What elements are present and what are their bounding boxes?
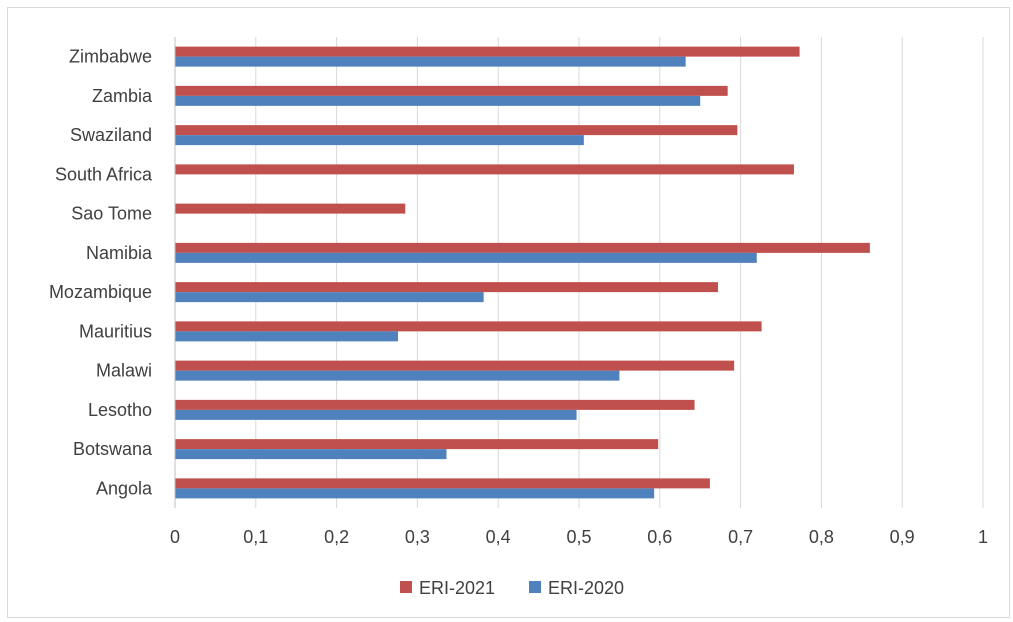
x-tick-label: 0,4	[486, 527, 511, 547]
x-tick-label: 0,9	[890, 527, 915, 547]
x-tick-label: 0	[170, 527, 180, 547]
x-tick-label: 0,6	[647, 527, 672, 547]
bar-eri-2021-mauritius	[175, 321, 762, 332]
bar-eri-2021-botswana	[175, 439, 659, 450]
bar-eri-2021-sao-tome	[175, 203, 406, 214]
chart-frame	[7, 7, 1010, 618]
bar-eri-2021-swaziland	[175, 125, 738, 136]
bar-eri-2021-malawi	[175, 360, 735, 371]
bar-eri-2020-zambia	[175, 95, 701, 106]
category-label: Namibia	[86, 243, 153, 263]
bar-eri-2020-malawi	[175, 370, 620, 381]
x-tick-label: 0,3	[405, 527, 430, 547]
x-tick-label: 0,2	[324, 527, 349, 547]
category-label: Botswana	[73, 439, 153, 459]
bar-eri-2021-south-africa	[175, 164, 794, 175]
x-tick-label: 0,8	[809, 527, 834, 547]
gridlines	[255, 37, 984, 508]
bar-eri-2021-angola	[175, 478, 710, 489]
bar-eri-2020-swaziland	[175, 135, 584, 146]
bar-eri-2020-mauritius	[175, 331, 399, 342]
bars	[175, 46, 870, 499]
bar-eri-2020-angola	[175, 488, 655, 499]
x-tick-label: 1	[978, 527, 988, 547]
bar-eri-2021-lesotho	[175, 399, 695, 410]
category-label: South Africa	[55, 164, 153, 184]
category-label: Sao Tome	[71, 204, 152, 224]
category-label: Zambia	[92, 86, 153, 106]
x-tick-label: 0,5	[566, 527, 591, 547]
category-label: Mozambique	[49, 282, 152, 302]
legend-swatch-eri-2021	[400, 581, 412, 593]
legend-label: ERI-2021	[419, 578, 495, 598]
category-label: Zimbabwe	[69, 47, 152, 67]
category-label: Angola	[96, 478, 153, 498]
bar-eri-2020-namibia	[175, 252, 757, 263]
x-tick-label: 0,7	[728, 527, 753, 547]
legend: ERI-2021 ERI-2020	[400, 578, 624, 598]
bar-eri-2021-namibia	[175, 242, 870, 253]
x-tick-label: 0,1	[243, 527, 268, 547]
bar-eri-2020-lesotho	[175, 409, 577, 420]
legend-swatch-eri-2020	[529, 581, 541, 593]
category-label: Mauritius	[79, 321, 152, 341]
bar-eri-2021-zambia	[175, 85, 728, 96]
category-label: Lesotho	[88, 400, 152, 420]
bar-eri-2020-mozambique	[175, 292, 484, 303]
category-labels: Angola Botswana Lesotho Malawi Mauritius Moza…	[49, 47, 153, 499]
bar-eri-2020-zimbabwe	[175, 56, 686, 67]
bar-eri-2021-zimbabwe	[175, 46, 800, 57]
bar-eri-2021-mozambique	[175, 282, 718, 293]
legend-label: ERI-2020	[548, 578, 624, 598]
category-label: Swaziland	[70, 125, 152, 145]
bar-eri-2020-botswana	[175, 449, 447, 460]
x-tick-labels: 0 0,1 0,2 0,3 0,4 0,5 0,6 0,7 0,8 0,9 1	[170, 527, 988, 547]
category-label: Malawi	[96, 361, 152, 381]
